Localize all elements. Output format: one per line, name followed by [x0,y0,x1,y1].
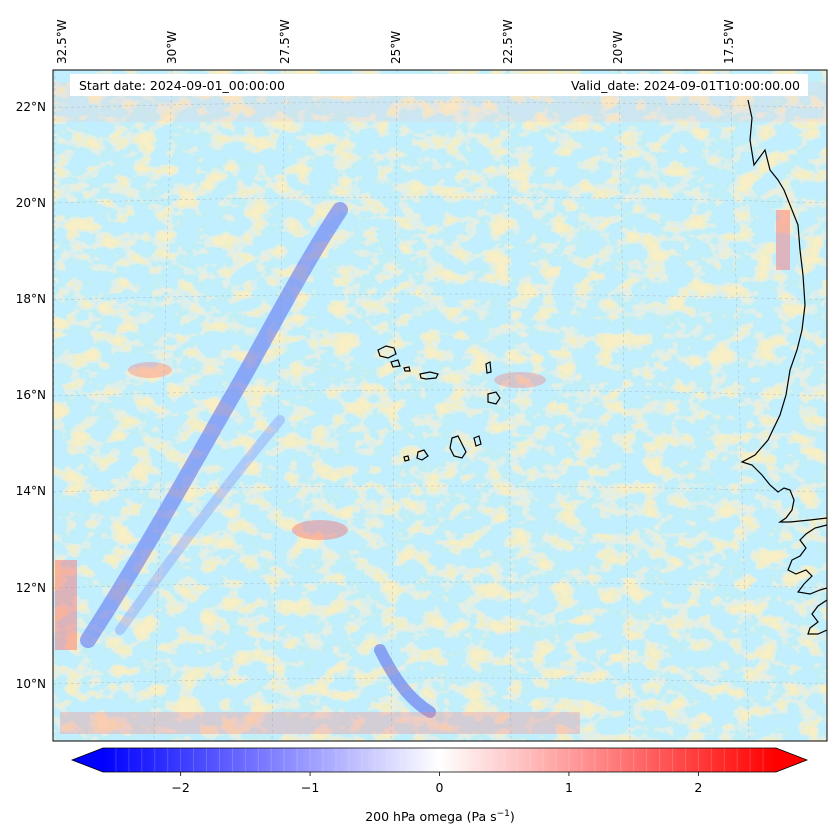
date-banner [70,74,808,96]
lon-label: 30°W [165,31,179,64]
ascent-strip-west [55,560,77,650]
colorbar-tick-label: −2 [171,780,189,795]
colorbar-tick-label: 1 [565,780,573,795]
meridian-17.5W [729,70,750,741]
meridian-27.5W [271,70,286,741]
lon-label: 27.5°W [278,19,292,64]
ascent-patch [292,520,348,540]
start-date-label: Start date: 2024-09-01_00:00:00 [79,78,285,93]
parallel-16N [53,389,827,397]
ascent-patch [494,372,546,388]
descent-band-diagonal [80,202,348,648]
valid-date-label: Valid_date: 2024-09-01T10:00:00.00 [571,78,800,93]
colorbar-title-end: ) [510,809,515,824]
island-fogo [416,449,429,461]
parallel-20N [53,196,827,204]
map-frame [52,69,828,742]
descent-band-south [374,644,436,718]
lon-label: 17.5°W [722,19,736,64]
meridian-25W [390,70,398,741]
lat-label: 10°N [16,677,46,691]
island-santa-luzia [403,366,411,372]
lon-label: 22.5°W [501,19,515,64]
colorbar-tick-label: 2 [694,780,702,795]
parallel-10N [53,677,827,685]
colorbar-outline [70,747,809,773]
latitude-labels: 22°N 20°N 18°N 16°N 14°N 12°N 10°N [16,100,46,691]
omega-field-noise [53,70,827,741]
africa-coastline-south [787,524,827,595]
descent-band-secondary [115,415,285,635]
longitude-labels: 32.5°W 30°W 27.5°W 25°W 22.5°W 20°W 17.5… [55,19,736,64]
lat-label: 16°N [16,388,46,402]
africa-coastline-guinea [807,599,827,635]
colorbar-tick-label: −1 [301,780,319,795]
island-santo-antao [377,345,397,359]
colorbar-extend-max [776,748,807,772]
island-maio [473,435,482,447]
colorbar-title-main: 200 hPa omega (Pa s [365,809,496,824]
lon-label: 25°W [389,31,403,64]
colorbar-band-lines [115,748,764,772]
lat-label: 18°N [16,292,46,306]
colorbar-ticks: −2 −1 0 1 2 [171,772,702,795]
map-panel: Start date: 2024-09-01_00:00:00 Valid_da… [53,70,827,741]
parallel-22N [53,101,827,109]
parallel-18N [53,293,827,301]
meridian-22.5W [507,70,512,741]
island-santiago [449,435,467,459]
lat-label: 22°N [16,100,46,114]
island-brava [403,455,410,462]
colorbar: −2 −1 0 1 2 200 hPa omega (Pa s−1) [70,747,809,824]
lat-label: 12°N [16,581,46,595]
africa-coastline [740,99,827,523]
meridian-20W [618,70,631,741]
lon-label: 20°W [611,31,625,64]
meridian-30W [153,70,173,741]
omega-features [53,82,827,734]
colorbar-title: 200 hPa omega (Pa s−1) [365,809,515,824]
coastlines [377,99,827,635]
gridlines [53,70,827,741]
parallel-14N [53,485,827,493]
ascent-strip-south [60,712,580,734]
island-sal [485,361,492,374]
lat-label: 14°N [16,484,46,498]
colorbar-gradient [103,748,776,772]
colorbar-title-sup: −1 [497,809,510,819]
colorbar-extend-min [72,748,103,772]
island-sao-nicolau [419,371,439,380]
ascent-patch [128,362,172,378]
parallel-12N [53,581,827,589]
lon-label: 32.5°W [55,19,69,64]
colorbar-tick-label: 0 [436,780,444,795]
lat-label: 20°N [16,196,46,210]
island-boa-vista [487,391,501,405]
ascent-strip-coast [776,210,790,270]
island-sao-vicente [390,359,401,368]
